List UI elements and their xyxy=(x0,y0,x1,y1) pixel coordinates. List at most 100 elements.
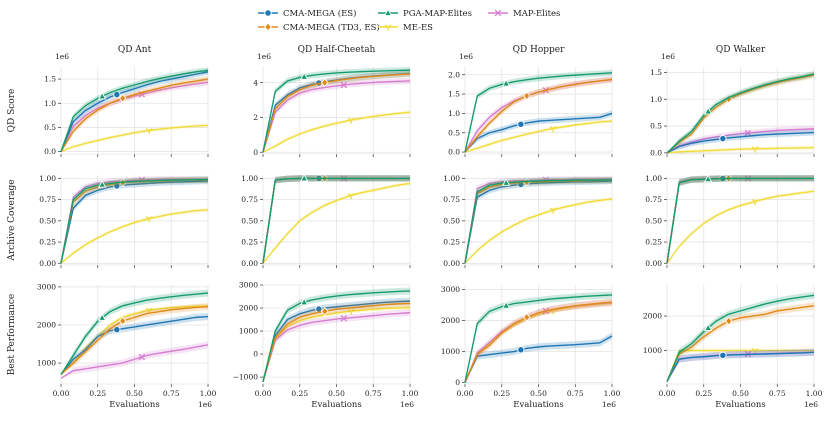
legend-label: MAP-Elites xyxy=(513,9,560,19)
series-marker xyxy=(347,193,355,200)
panel-archive-coverage-qd-hopper: 0.00 0.25 0.50 0.75 1.00 xyxy=(443,174,613,268)
x-tick-label: 0.75 xyxy=(365,389,382,398)
y-tick-label: 1000 xyxy=(643,346,662,355)
x-tick-label: 0.75 xyxy=(163,389,180,398)
y-exponent-label: 1e6 xyxy=(661,52,675,61)
x-exponent-label: 1e6 xyxy=(804,400,818,409)
series-line-me-es xyxy=(60,305,209,375)
series-line-cma-mega-td3-es xyxy=(464,301,613,383)
series-line-me-es xyxy=(666,190,815,264)
series-marker xyxy=(502,178,511,186)
series-line-cma-mega-es xyxy=(464,180,613,264)
x-exponent-label: 1e6 xyxy=(198,400,212,409)
panel-qd-score-qd-ant: 0.0 0.5 1.0 1.5 1e6 QD Ant xyxy=(44,45,209,157)
x-tick-label: 0.50 xyxy=(530,389,547,398)
y-tick-label: 1.0 xyxy=(448,109,460,118)
series-marker xyxy=(517,346,525,354)
x-axis-label: Evaluations xyxy=(311,400,361,410)
series-line-cma-mega-es xyxy=(60,71,209,152)
series-line-me-es xyxy=(60,209,209,264)
y-tick-label: 1.00 xyxy=(241,174,258,183)
y-tick-label: 1.5 xyxy=(448,90,460,99)
legend-marker xyxy=(264,9,272,17)
y-tick-label: 0.0 xyxy=(448,148,460,157)
y-tick-label: 2000 xyxy=(239,304,258,313)
legend-label: CMA-MEGA (TD3, ES) xyxy=(283,22,380,33)
x-axis-label: Evaluations xyxy=(109,400,159,410)
series-marker xyxy=(145,216,153,223)
series-line-map-elites xyxy=(60,178,208,264)
y-tick-label: 0.25 xyxy=(443,238,460,247)
series-line-cma-mega-td3-es xyxy=(60,306,209,375)
legend-item-me-es: ME-ES xyxy=(378,23,433,33)
series-marker xyxy=(522,312,531,322)
y-tick-label: 2.0 xyxy=(448,70,460,79)
y-tick-label: 1.00 xyxy=(645,174,662,183)
series-line-me-es xyxy=(464,198,613,264)
x-tick-label: 0.50 xyxy=(328,389,345,398)
confidence-band xyxy=(667,129,814,153)
series-marker xyxy=(98,313,107,321)
panel-qd-score-qd-hopper: 0.0 0.5 1.0 1.5 2.0 1e6 QD Hopper xyxy=(448,45,613,157)
series-marker xyxy=(549,207,557,214)
y-tick-label: 0.50 xyxy=(241,216,258,225)
confidence-band xyxy=(263,70,410,153)
y-tick-label: 1.5 xyxy=(44,75,56,84)
x-tick-label: 0.75 xyxy=(567,389,584,398)
legend-label: CMA-MEGA (ES) xyxy=(283,8,356,19)
legend-marker xyxy=(383,8,393,17)
panel-qd-score-qd-walker: 0.0 0.5 1.0 1.5 1e6 QD Walker xyxy=(650,45,815,158)
confidence-band xyxy=(263,110,410,153)
confidence-band xyxy=(61,76,208,152)
series-marker xyxy=(145,127,153,135)
confidence-band xyxy=(667,125,814,153)
y-exponent-label: 1e6 xyxy=(459,52,473,61)
y-tick-label: 2000 xyxy=(441,316,460,325)
confidence-band xyxy=(667,175,814,264)
confidence-band xyxy=(263,309,410,382)
y-exponent-label: 1e6 xyxy=(55,52,69,61)
y-tick-label: 0.00 xyxy=(241,259,258,268)
panel-title: QD Half-Cheetah xyxy=(298,45,376,55)
x-tick-label: 0.25 xyxy=(493,389,510,398)
y-tick-label: 4 xyxy=(253,78,258,87)
confidence-band xyxy=(263,299,410,382)
y-tick-label: 0.00 xyxy=(443,259,460,268)
confidence-band xyxy=(667,189,814,264)
series-marker xyxy=(300,72,309,80)
y-tick-label: 0.25 xyxy=(39,238,56,247)
confidence-band xyxy=(465,176,612,264)
legend-marker xyxy=(264,22,272,32)
y-tick-label: 1000 xyxy=(239,327,258,336)
panel-archive-coverage-qd-walker: 0.00 0.25 0.50 0.75 1.00 xyxy=(645,173,815,268)
y-tick-label: 0 xyxy=(455,378,460,387)
series-marker xyxy=(98,180,107,188)
y-tick-label: 0.0 xyxy=(650,149,662,158)
series-line-pga-map-elites xyxy=(60,178,208,264)
series-marker xyxy=(724,316,733,326)
y-tick-label: 0 xyxy=(253,148,258,157)
series-marker xyxy=(719,351,727,359)
x-exponent-label: 1e6 xyxy=(602,400,616,409)
series-line-cma-mega-es xyxy=(666,131,815,154)
x-tick-label: 0.00 xyxy=(255,389,272,398)
confidence-band xyxy=(61,68,208,152)
x-tick-label: 0.75 xyxy=(769,389,786,398)
series-line-map-elites xyxy=(464,178,612,264)
series-marker xyxy=(347,308,355,315)
y-tick-label: 1.00 xyxy=(443,174,460,183)
panel-title: QD Hopper xyxy=(513,45,566,55)
series-line-me-es xyxy=(60,124,209,153)
panel-title: QD Ant xyxy=(118,45,152,55)
confidence-band xyxy=(667,70,814,153)
series-line-map-elites xyxy=(262,311,411,382)
legend: CMA-MEGA (ES) CMA-MEGA (TD3, ES) PGA-MAP-E… xyxy=(258,8,560,33)
series-marker xyxy=(704,106,713,115)
legend-marker xyxy=(494,9,502,17)
series-line-me-es xyxy=(262,111,411,153)
y-tick-label: 3000 xyxy=(441,285,460,294)
legend-item-cma-mega-es: CMA-MEGA (ES) xyxy=(258,8,356,19)
row-label: Archive Coverage xyxy=(7,179,17,261)
x-tick-label: 0.00 xyxy=(53,389,70,398)
y-tick-label: 0.0 xyxy=(44,147,56,156)
